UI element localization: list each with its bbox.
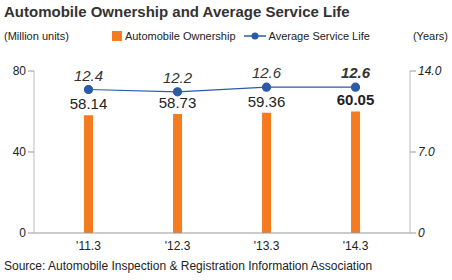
html-text:Automobile Ownership and Avera: Automobile Ownership and Average Service… xyxy=(4,3,350,20)
svg-text:12.6: 12.6 xyxy=(341,64,371,81)
svg-text:7.0: 7.0 xyxy=(418,145,435,159)
html-text:(Million units): (Million units) xyxy=(4,30,69,42)
html-text:Source: Automobile Inspection: Source: Automobile Inspection & Registra… xyxy=(4,259,373,273)
svg-text:12.6: 12.6 xyxy=(252,64,282,81)
svg-text:40: 40 xyxy=(13,145,27,159)
svg-text:60.05: 60.05 xyxy=(337,91,375,108)
svg-text:0: 0 xyxy=(418,226,425,240)
svg-text:'13.3: '13.3 xyxy=(254,239,280,253)
svg-text:59.36: 59.36 xyxy=(248,93,286,110)
html-text:Automobile Ownership: Automobile Ownership xyxy=(124,30,236,42)
svg-text:0: 0 xyxy=(19,226,26,240)
svg-text:80: 80 xyxy=(13,64,27,78)
svg-text:58.73: 58.73 xyxy=(159,94,197,111)
svg-text:58.14: 58.14 xyxy=(70,95,108,112)
svg-text:14.0: 14.0 xyxy=(418,64,442,78)
svg-text:'11.3: '11.3 xyxy=(76,239,101,253)
svg-text:'14.3: '14.3 xyxy=(343,239,369,253)
html-text:(Years): (Years) xyxy=(412,30,448,42)
svg-text:'12.3: '12.3 xyxy=(165,239,191,253)
svg-text:12.2: 12.2 xyxy=(163,69,193,86)
html-text:Average Service Life: Average Service Life xyxy=(268,30,370,42)
svg-text:12.4: 12.4 xyxy=(74,67,103,84)
